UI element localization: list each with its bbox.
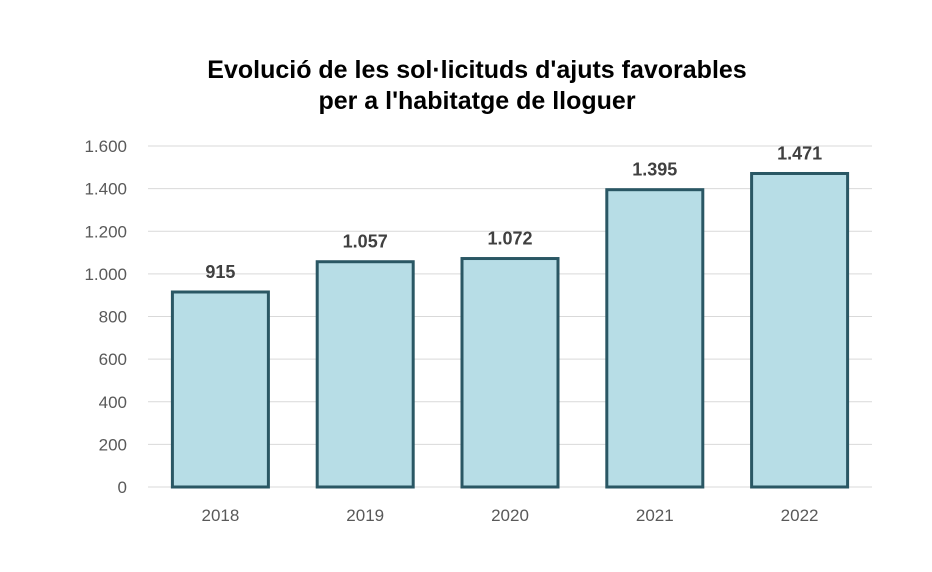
y-tick-label: 200 bbox=[99, 435, 127, 454]
y-tick-label: 600 bbox=[99, 350, 127, 369]
y-tick-label: 800 bbox=[99, 308, 127, 327]
bar-2021 bbox=[605, 188, 705, 489]
chart-title-line-1: Evolució de les sol·licituds d'ajuts fav… bbox=[207, 56, 746, 84]
y-tick-label: 1.400 bbox=[84, 180, 127, 199]
bar-2022 bbox=[750, 171, 850, 489]
data-label-2019: 1.057 bbox=[343, 232, 388, 252]
data-label-2018: 915 bbox=[205, 262, 235, 282]
bar-2020 bbox=[460, 257, 560, 489]
y-tick-label: 400 bbox=[99, 393, 127, 412]
data-label-2021: 1.395 bbox=[632, 160, 677, 180]
data-label-2020: 1.072 bbox=[487, 229, 532, 249]
bar-2018 bbox=[170, 290, 270, 489]
y-tick-label: 1.000 bbox=[84, 265, 127, 284]
y-tick-label: 1.600 bbox=[84, 137, 127, 156]
x-tick-label-2021: 2021 bbox=[636, 506, 674, 525]
data-label-2022: 1.471 bbox=[777, 143, 822, 163]
x-tick-label-2020: 2020 bbox=[491, 506, 529, 525]
x-tick-label-2019: 2019 bbox=[346, 506, 384, 525]
x-tick-label-2018: 2018 bbox=[201, 506, 239, 525]
y-tick-label: 0 bbox=[118, 478, 127, 497]
x-tick-label-2022: 2022 bbox=[781, 506, 819, 525]
chart-title-line-2: per a l'habitatge de lloguer bbox=[318, 87, 635, 115]
bar-2019 bbox=[315, 260, 415, 489]
y-tick-label: 1.200 bbox=[84, 222, 127, 241]
